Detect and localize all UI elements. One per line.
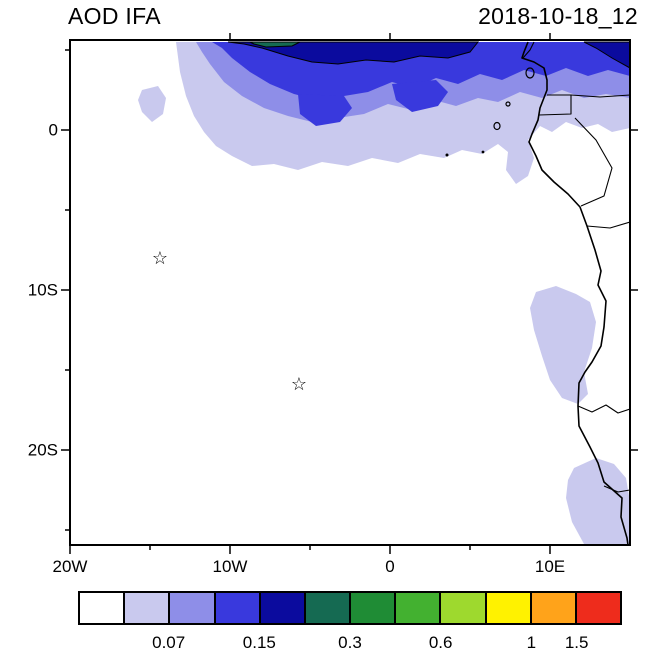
colorbar-swatch-8 [441, 593, 487, 623]
island-sao-tome [493, 121, 501, 131]
aod-region-blue-tongue-west [298, 94, 352, 126]
y-tick-label-20s: 20S [28, 441, 58, 460]
colorbar-swatch-10 [531, 593, 577, 623]
colorbar-tick-label: 1 [526, 633, 537, 652]
colorbar-swatch-4 [260, 593, 306, 623]
x-tick-label-10e: 10E [535, 557, 565, 576]
island-annobon [481, 150, 485, 154]
aod-region-blue-tongue-east [392, 80, 448, 112]
border-angola-namibia [577, 404, 630, 414]
colorbar-swatch-1 [125, 593, 171, 623]
x-tick-label-0: 0 [385, 557, 394, 576]
y-tick-label-0: 0 [49, 121, 58, 140]
map-frame [69, 39, 631, 546]
colorbar-tick-label: 0.6 [428, 633, 453, 652]
island-bioko [525, 67, 535, 79]
star-marker-1: ☆ [152, 248, 168, 268]
colorbar-swatch-2 [170, 593, 216, 623]
border-cameroon-south [570, 94, 630, 98]
colorbar-swatch-5 [305, 593, 352, 623]
aod-contour-dot [445, 153, 449, 157]
colorbar-swatch-0 [80, 593, 126, 623]
star-marker-2: ☆ [291, 374, 307, 394]
aod-field [138, 41, 630, 544]
aod-region-lavender-west-patch [138, 86, 166, 122]
y-tick-label-10s: 10S [28, 281, 58, 300]
border-gabon-congo [574, 117, 613, 207]
colorbar-tick-label: 0.3 [338, 633, 362, 652]
x-tick-label-10w: 10W [213, 557, 248, 576]
colorbar-swatch-11 [576, 593, 621, 623]
island-principe [505, 101, 511, 107]
plot-date: 2018-10-18_12 [478, 3, 638, 29]
aod-region-navy-east-corner [583, 41, 630, 69]
plot-title: AOD IFA [68, 3, 161, 29]
colorbar-swatch-7 [396, 593, 442, 623]
x-tick-label-20w: 20W [53, 557, 88, 576]
aod-region-lavender-angola-coast [530, 286, 596, 404]
colorbar-labels: 0.07 0.15 0.3 0.6 1 1.5 [78, 633, 622, 657]
colorbar-tick-label: 0.15 [242, 633, 276, 652]
axis-labels: 0 10S 20S 20W 10W 0 10E [28, 121, 565, 577]
axis-ticks [61, 33, 638, 554]
colorbar-swatch-9 [486, 593, 532, 623]
colorbar-swatch-3 [215, 593, 261, 623]
border-equatorial-guinea [538, 94, 572, 116]
border-namibia-river [603, 485, 630, 493]
coastline-africa [521, 41, 629, 545]
colorbar [78, 591, 622, 625]
border-congo-angola [586, 221, 630, 229]
aod-region-lavender-namibia-coast [566, 458, 629, 544]
country-borders [522, 41, 630, 493]
colorbar-swatch-6 [351, 593, 397, 623]
islands [481, 67, 535, 154]
colorbar-tick-label: 0.07 [152, 633, 186, 652]
aod-region-teal-sliver [249, 41, 301, 48]
colorbar-tick-label: 1.5 [564, 633, 589, 652]
border-nigeria-cameroon [522, 41, 535, 59]
aod-region-navy-strip [227, 41, 480, 65]
